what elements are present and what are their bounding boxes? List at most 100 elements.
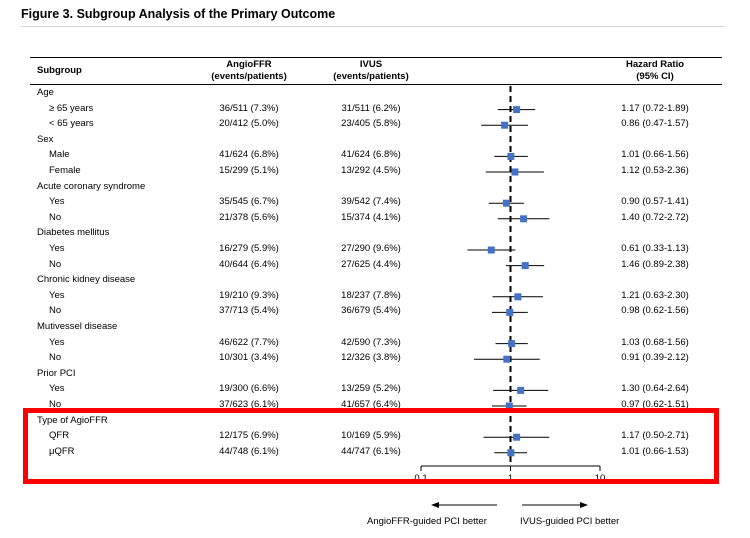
hazard-ratio-value: 0.90 (0.57-1.41) — [621, 196, 689, 208]
hazard-ratio-value: 1.17 (0.72-1.89) — [621, 102, 689, 114]
ivus-events: 15/374 (4.1%) — [341, 211, 401, 223]
hr-marker — [514, 293, 522, 301]
ivus-events: 36/679 (5.4%) — [341, 305, 401, 317]
table-row: ≥ 65 years 36/511 (7.3%) 31/511 (6.2%) 1.17… — [0, 102, 750, 117]
subgroup-label: Male — [49, 149, 70, 161]
table-row: No 40/644 (6.4%) 27/625 (4.4%) 1.46 (0.89-2… — [0, 258, 750, 273]
subgroup-label: Yes — [49, 383, 65, 395]
table-row: Female 15/299 (5.1%) 13/292 (4.5%) 1.12 (0.… — [0, 164, 750, 179]
subgroup-label: Prior PCI — [37, 367, 76, 379]
angioffr-events: 15/299 (5.1%) — [219, 165, 279, 176]
group-row: Diabetes mellitus — [0, 226, 750, 241]
hazard-ratio-value: 0.61 (0.33-1.13) — [621, 243, 689, 254]
hr-marker — [508, 340, 516, 348]
subgroup-label: < 65 years — [49, 118, 94, 130]
hr-marker — [503, 355, 511, 363]
highlight-box — [23, 408, 719, 484]
hr-marker — [517, 386, 525, 394]
table-row: QFR 12/175 (6.9%) 10/169 (5.9%) 1.17 (0.50-… — [0, 429, 750, 444]
ivus-events: 44/747 (6.1%) — [341, 445, 401, 457]
header-ivus-line1: IVUS — [359, 59, 383, 70]
subgroup-label: QFR — [49, 430, 70, 442]
hr-marker — [521, 262, 529, 270]
hr-marker — [507, 449, 515, 457]
hazard-ratio-value: 0.98 (0.62-1.56) — [621, 305, 689, 317]
hr-marker — [511, 168, 519, 176]
hr-marker — [502, 199, 510, 207]
table-row: No 37/623 (6.1%) 41/657 (6.4%) 0.97 (0.62-1… — [0, 398, 750, 413]
hr-marker — [487, 246, 495, 254]
header-angioffr: AngioFFR (events/patients) — [211, 59, 287, 83]
table-row: No 37/713 (5.4%) 36/679 (5.4%) 0.98 (0.62-1… — [0, 304, 750, 319]
ivus-events: 42/590 (7.3%) — [341, 336, 401, 348]
hr-marker — [505, 402, 513, 410]
angioffr-events: 20/412 (5.0%) — [219, 118, 279, 130]
ivus-events: 41/657 (6.4%) — [341, 399, 401, 410]
angioffr-events: 10/301 (3.4%) — [219, 352, 279, 364]
subgroup-label: μQFR — [49, 445, 75, 457]
angioffr-events: 12/175 (6.9%) — [219, 430, 279, 442]
group-row: Chronic kidney disease — [0, 273, 750, 288]
x-tick-label: 1 — [508, 473, 513, 484]
header-hazard-ratio-line1: Hazard Ratio — [625, 59, 685, 70]
table-row: Yes 46/622 (7.7%) 42/590 (7.3%) 1.03 (0.68-… — [0, 336, 750, 351]
subgroup-label: Diabetes mellitus — [37, 227, 110, 239]
subgroup-label: Chronic kidney disease — [37, 274, 136, 286]
subgroup-label: No — [49, 305, 62, 317]
x-tick-label: 10 — [595, 473, 606, 484]
subgroup-label: Age — [37, 87, 54, 98]
hr-marker — [520, 215, 528, 223]
subgroup-label: No — [49, 399, 62, 410]
group-row: Prior PCI — [0, 367, 750, 382]
hazard-ratio-value: 1.17 (0.50-2.71) — [621, 430, 689, 442]
hazard-ratio-value: 1.03 (0.68-1.56) — [621, 336, 689, 348]
title-rule — [21, 26, 725, 27]
subgroup-label: Mutivessel disease — [37, 321, 118, 332]
subgroup-label: No — [49, 258, 62, 270]
angioffr-events: 21/378 (5.6%) — [219, 211, 279, 223]
header-ivus: IVUS (events/patients) — [333, 59, 409, 83]
table-row: No 21/378 (5.6%) 15/374 (4.1%) 1.40 (0.72-2… — [0, 211, 750, 226]
ivus-events: 12/326 (3.8%) — [341, 352, 401, 364]
header-angioffr-line2: (events/patients) — [211, 71, 287, 82]
hazard-ratio-value: 1.30 (0.64-2.64) — [621, 383, 689, 395]
group-row: Age — [0, 86, 750, 101]
table-row: Yes 19/300 (6.6%) 13/259 (5.2%) 1.30 (0.64-… — [0, 382, 750, 397]
direction-label-left: AngioFFR-guided PCI better — [367, 516, 487, 527]
group-row: Type of AgioFFR — [0, 414, 750, 429]
subgroup-label: Type of AgioFFR — [37, 414, 108, 426]
header-ivus-line2: (events/patients) — [333, 71, 409, 82]
subgroup-label: No — [49, 352, 62, 364]
arrow-left-head — [431, 502, 439, 508]
x-tick-label: 0.1 — [414, 473, 427, 484]
angioffr-events: 46/622 (7.7%) — [219, 336, 279, 348]
ivus-events: 41/624 (6.8%) — [341, 149, 401, 161]
hr-marker — [501, 121, 509, 129]
hazard-ratio-value: 0.97 (0.62-1.51) — [621, 399, 689, 410]
subgroup-label: Female — [49, 165, 81, 176]
angioffr-events: 19/300 (6.6%) — [219, 383, 279, 395]
hazard-ratio-value: 1.46 (0.89-2.38) — [621, 258, 689, 270]
table-row: Yes 16/279 (5.9%) 27/290 (9.6%) 0.61 (0.33-… — [0, 242, 750, 257]
arrow-right-head — [580, 502, 588, 508]
hazard-ratio-value: 0.91 (0.39-2.12) — [621, 352, 689, 364]
header-hazard-ratio-line2: (95% CI) — [636, 71, 674, 82]
angioffr-events: 37/713 (5.4%) — [219, 305, 279, 317]
hr-marker — [506, 308, 514, 316]
subgroup-label: ≥ 65 years — [49, 102, 94, 114]
angioffr-events: 41/624 (6.8%) — [219, 149, 279, 161]
table-top-rule — [30, 57, 722, 58]
subgroup-label: Yes — [49, 196, 65, 208]
subgroup-label: Yes — [49, 289, 65, 301]
ivus-events: 13/259 (5.2%) — [341, 383, 401, 395]
ivus-events: 23/405 (5.8%) — [341, 118, 401, 130]
hazard-ratio-value: 1.40 (0.72-2.72) — [621, 211, 689, 223]
header-angioffr-line1: AngioFFR — [226, 59, 272, 70]
table-row: Male 41/624 (6.8%) 41/624 (6.8%) 1.01 (0.66… — [0, 148, 750, 163]
table-row: μQFR 44/748 (6.1%) 44/747 (6.1%) 1.01 (0.66… — [0, 445, 750, 460]
subgroup-label: Sex — [37, 133, 54, 145]
hr-marker — [513, 106, 521, 114]
angioffr-events: 35/545 (6.7%) — [219, 196, 279, 208]
angioffr-events: 16/279 (5.9%) — [219, 243, 279, 254]
ivus-events: 39/542 (7.4%) — [341, 196, 401, 208]
